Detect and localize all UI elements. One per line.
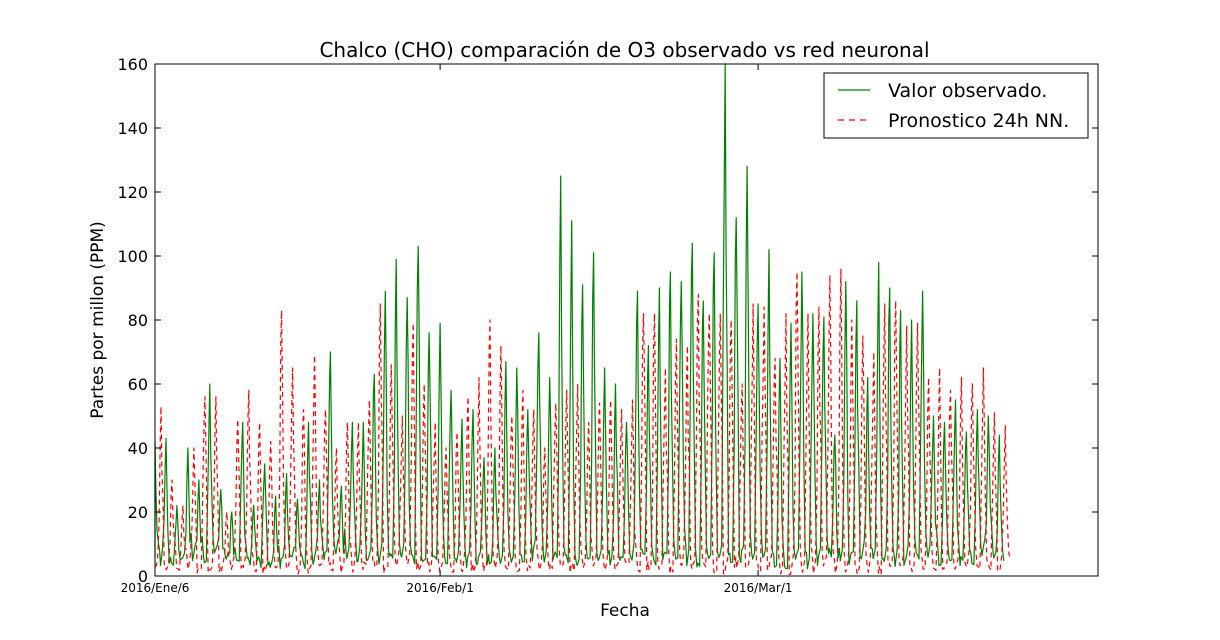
- series-line-1: [154, 268, 1011, 576]
- y-tick-label-0: 0: [138, 567, 148, 586]
- y-tick-label-8: 160: [117, 55, 148, 74]
- x-tick-label-2: 2016/Mar/1: [724, 581, 793, 595]
- chart-title: Chalco (CHO) comparación de O3 observado…: [319, 38, 929, 62]
- x-tick-label-0: 2016/Ene/6: [121, 581, 190, 595]
- y-tick-label-1: 20: [128, 503, 148, 522]
- y-tick-label-7: 140: [117, 119, 148, 138]
- axes: 0 20 40 60 80 100 120 140 160 2016/Ene/6 2016/Feb/…: [117, 55, 1099, 595]
- y-tick-label-4: 80: [128, 311, 148, 330]
- legend-label-forecast: Pronostico 24h NN.: [888, 110, 1069, 132]
- x-axis-label: Fecha: [600, 601, 650, 621]
- legend-box: [823, 72, 1089, 139]
- y-tick-label-6: 120: [117, 183, 148, 202]
- x-tick-label-1: 2016/Feb/1: [406, 581, 474, 595]
- legend-label-observed: Valor observado.: [888, 80, 1047, 102]
- plot-lines: [154, 63, 1011, 576]
- y-tick-label-5: 100: [117, 247, 148, 266]
- series-line-0: [154, 63, 1005, 570]
- legend: Valor observado. Pronostico 24h NN.: [823, 72, 1089, 139]
- y-tick-label-3: 60: [128, 375, 148, 394]
- y-tick-label-2: 40: [128, 439, 148, 458]
- y-axis-label: Partes por millon (PPM): [88, 221, 108, 419]
